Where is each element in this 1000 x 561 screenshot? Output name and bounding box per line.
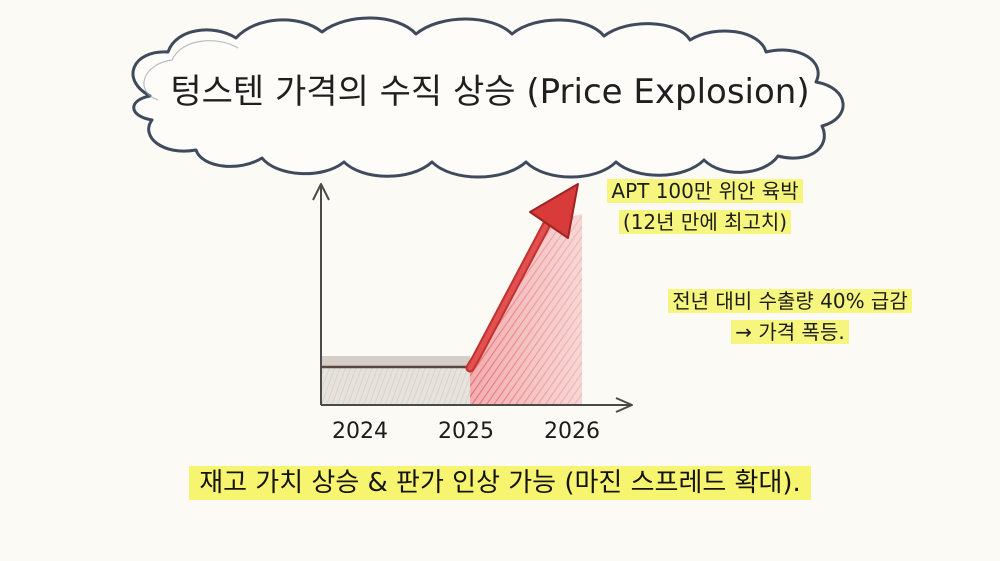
export-annotation-line2: → 가격 폭등. — [731, 320, 849, 344]
y-axis-arrow-icon — [312, 183, 330, 201]
axes — [312, 183, 633, 413]
x-tick-2025: 2025 — [438, 419, 494, 444]
x-tick-2024: 2024 — [332, 419, 388, 444]
x-axis-arrow-icon — [615, 397, 633, 413]
footer-caption-text: 재고 가치 상승 & 판가 인상 가능 (마진 스프레드 확대). — [189, 466, 811, 500]
peak-annotation-line1: APT 100만 위안 육박 — [607, 179, 803, 203]
export-annotation-line1: 전년 대비 수출량 40% 급감 — [668, 289, 912, 313]
x-tick-labels: 2024 2025 2026 — [332, 419, 600, 444]
flat-grey-band — [322, 356, 470, 368]
title-cloud — [131, 16, 845, 179]
trend-line — [322, 183, 579, 373]
export-annotation: 전년 대비 수출량 40% 급감 → 가격 폭등. — [630, 286, 950, 348]
flat-grey-area — [322, 368, 470, 404]
peak-annotation: APT 100만 위안 육박 (12년 만에 최고치) — [595, 176, 815, 238]
page-title: 텅스텐 가격의 수직 상승 (Price Explosion) — [170, 72, 809, 112]
trend-arrowhead-icon — [529, 183, 579, 239]
peak-annotation-line2: (12년 만에 최고치) — [618, 210, 792, 234]
x-tick-2026: 2026 — [544, 419, 600, 444]
chart-area — [322, 214, 582, 404]
footer-caption: 재고 가치 상승 & 판가 인상 가능 (마진 스프레드 확대). — [0, 462, 1000, 500]
